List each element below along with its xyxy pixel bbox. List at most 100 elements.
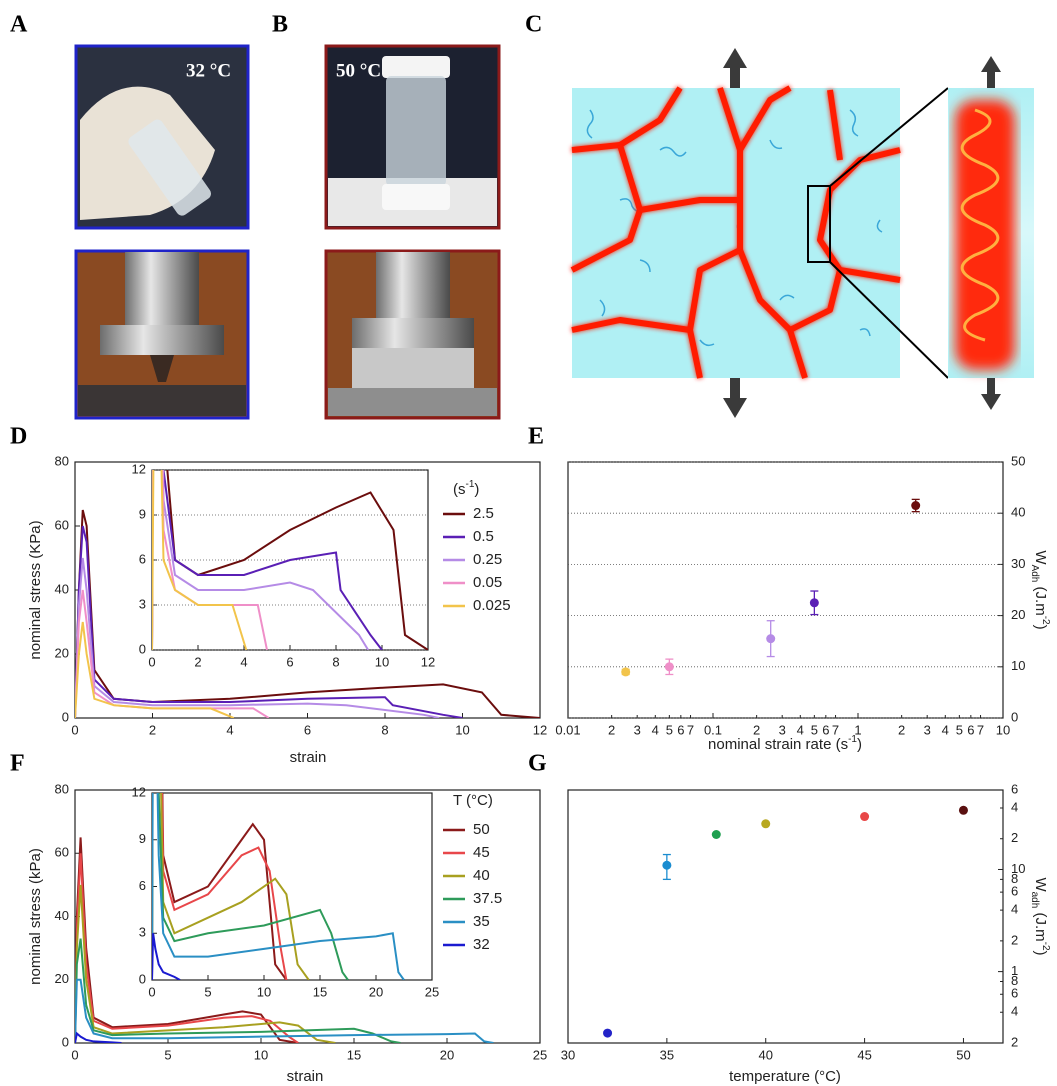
y-tick-label: 9 xyxy=(139,506,146,521)
data-point xyxy=(761,819,771,829)
data-line xyxy=(152,470,383,650)
y-tick-label: 0 xyxy=(1011,709,1018,724)
text-part: ) xyxy=(1032,625,1049,630)
legend-label: 50 xyxy=(473,821,490,838)
data-line xyxy=(152,933,181,980)
x-tick-label: 7 xyxy=(832,722,839,737)
x-axis-label: nominal strain rate (s-1) xyxy=(708,734,862,753)
legend-label: 32 xyxy=(473,936,490,953)
x-tick-label: 10 xyxy=(455,722,469,737)
text-part: T (°C) xyxy=(453,792,493,809)
legend-label: 0.025 xyxy=(473,597,511,614)
y-tick-label: 2 xyxy=(1011,1034,1018,1049)
y-tick-label: 1 xyxy=(1011,963,1018,978)
legend-label: 2.5 xyxy=(473,505,494,522)
text-part: ) xyxy=(1032,951,1049,956)
x-tick-label: 4 xyxy=(797,722,804,737)
data-line xyxy=(152,470,370,650)
y-tick-label: 20 xyxy=(55,645,69,660)
data-point xyxy=(711,830,721,840)
x-tick-label: 3 xyxy=(634,722,641,737)
x-tick-label: 6 xyxy=(286,654,293,669)
x-tick-label: 20 xyxy=(369,984,383,999)
photo-a-bottom xyxy=(74,249,250,420)
x-tick-label: 7 xyxy=(687,722,694,737)
y-tick-label: 12 xyxy=(132,461,146,476)
y-tick-label: 40 xyxy=(55,908,69,923)
data-point xyxy=(809,598,819,608)
y-tick-label: 6 xyxy=(1011,986,1018,1001)
y-tick-label: 3 xyxy=(139,925,146,940)
data-point xyxy=(664,662,674,672)
y-tick-label: 0 xyxy=(139,971,146,986)
text-part: W xyxy=(1032,877,1049,892)
y-tick-label: 30 xyxy=(1011,556,1025,571)
plot-area xyxy=(151,792,433,981)
x-tick-label: 3 xyxy=(924,722,931,737)
x-tick-label: 15 xyxy=(347,1047,361,1062)
x-tick-label: 6 xyxy=(822,722,829,737)
x-tick-label: 40 xyxy=(758,1047,772,1062)
data-line xyxy=(152,470,248,650)
data-line xyxy=(75,509,540,718)
plot-area xyxy=(567,461,1004,719)
x-tick-label: 5 xyxy=(666,722,673,737)
y-tick-label: 6 xyxy=(139,878,146,893)
text-part: ) xyxy=(474,481,479,498)
y-tick-label: 6 xyxy=(1011,781,1018,796)
x-tick-label: 5 xyxy=(164,1047,171,1062)
text-part: nominal strain rate (s xyxy=(708,736,848,753)
x-tick-label: 6 xyxy=(677,722,684,737)
data-line xyxy=(152,793,405,980)
plot-area xyxy=(567,789,1004,1044)
x-tick-label: 10 xyxy=(996,722,1010,737)
panel-label: F xyxy=(10,751,25,777)
data-line xyxy=(75,525,463,718)
text-part: -2 xyxy=(1040,942,1051,951)
y-tick-label: 50 xyxy=(1011,453,1025,468)
x-tick-label: 0 xyxy=(71,722,78,737)
x-tick-label: 2 xyxy=(898,722,905,737)
panel-label: B xyxy=(272,12,288,38)
y-tick-label: 20 xyxy=(1011,607,1025,622)
x-tick-label: 4 xyxy=(240,654,247,669)
legend-label: 45 xyxy=(473,844,490,861)
curves xyxy=(75,837,494,1043)
y-tick-label: 4 xyxy=(1011,902,1018,917)
y-axis-label: Wadh (J.m-2) xyxy=(1029,877,1051,955)
legend-title: T (°C) xyxy=(453,792,493,809)
panel-label: E xyxy=(528,424,544,450)
curves xyxy=(152,793,405,980)
y-tick-label: 40 xyxy=(55,581,69,596)
x-tick-label: 25 xyxy=(425,984,439,999)
y-axis-label: nominal stress (KPa) xyxy=(27,520,44,659)
photo-b-top xyxy=(324,44,501,230)
y-tick-label: 4 xyxy=(1011,1004,1018,1019)
x-tick-label: 45 xyxy=(857,1047,871,1062)
text-part: adh xyxy=(1029,892,1040,909)
x-tick-label: 20 xyxy=(440,1047,454,1062)
text-part: (J.m xyxy=(1032,582,1049,615)
legend-label: 0.5 xyxy=(473,528,494,545)
x-tick-label: 10 xyxy=(257,984,271,999)
text-part: Adh xyxy=(1029,565,1040,583)
data-line xyxy=(75,837,299,1043)
data-point xyxy=(860,812,870,822)
x-tick-label: 7 xyxy=(977,722,984,737)
x-axis-label: temperature (°C) xyxy=(729,1068,841,1085)
legend-label: 0.25 xyxy=(473,551,502,568)
x-tick-label: 3 xyxy=(779,722,786,737)
data-point xyxy=(621,667,631,677)
text-part: W xyxy=(1032,550,1049,565)
y-tick-label: 12 xyxy=(132,784,146,799)
curves xyxy=(152,470,428,650)
data-point xyxy=(662,860,672,870)
text-part: (s xyxy=(453,481,466,498)
data-line xyxy=(75,978,494,1043)
x-tick-label: 0 xyxy=(148,654,155,669)
x-tick-label: 50 xyxy=(956,1047,970,1062)
y-tick-label: 3 xyxy=(139,596,146,611)
photo-caption: 50 °C xyxy=(336,60,381,81)
y-tick-label: 8 xyxy=(1011,871,1018,886)
data-point xyxy=(958,805,968,815)
